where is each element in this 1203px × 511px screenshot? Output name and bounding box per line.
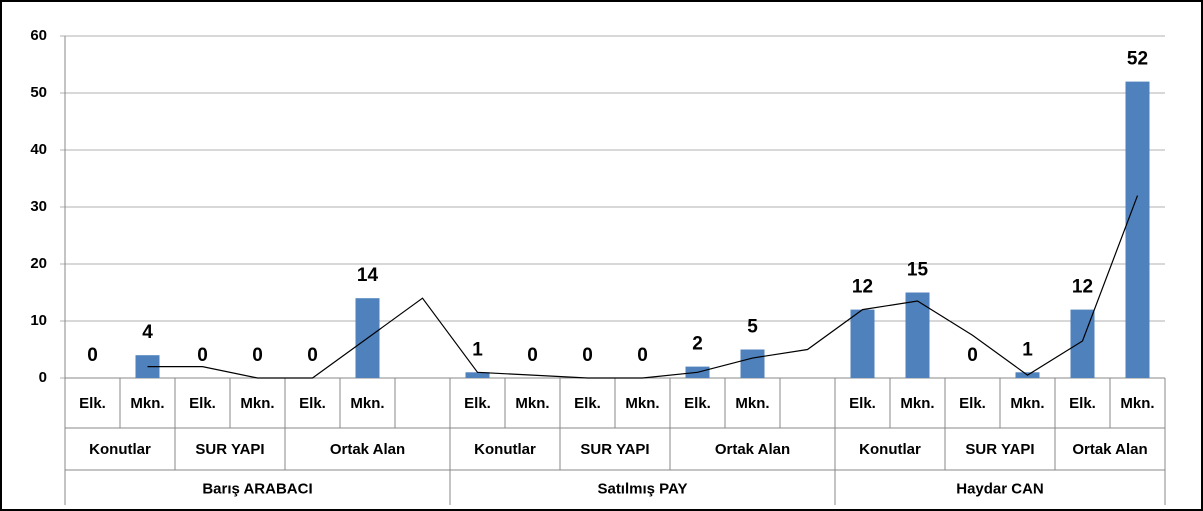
- y-tick-label: 50: [30, 84, 47, 101]
- x-tick-label: Elk.: [189, 395, 216, 412]
- x-tick-label: Mkn.: [1120, 395, 1154, 412]
- x-tick-label: Mkn.: [515, 395, 549, 412]
- bar: [740, 349, 765, 378]
- value-label: 0: [637, 345, 648, 366]
- subgroup-label: Konutlar: [89, 441, 151, 458]
- x-tick-label: Elk.: [79, 395, 106, 412]
- y-tick-label: 10: [30, 312, 47, 329]
- value-label: 1: [472, 339, 483, 360]
- trend-line: [147, 195, 1139, 379]
- x-tick-label: Elk.: [684, 395, 711, 412]
- subgroup-label: SUR YAPI: [195, 441, 264, 458]
- value-label: 14: [357, 265, 379, 286]
- value-label: 4: [142, 322, 153, 343]
- bar: [905, 292, 930, 378]
- value-label: 12: [852, 277, 873, 298]
- subgroup-label: Konutlar: [859, 441, 921, 458]
- subgroup-label: SUR YAPI: [965, 441, 1034, 458]
- x-tick-label: Mkn.: [240, 395, 274, 412]
- group-label: Haydar CAN: [956, 480, 1044, 497]
- x-tick-label: Mkn.: [1010, 395, 1044, 412]
- x-tick-label: Elk.: [299, 395, 326, 412]
- value-label: 2: [692, 334, 703, 355]
- value-label: 12: [1072, 277, 1093, 298]
- x-tick-label: Elk.: [464, 395, 491, 412]
- value-label: 5: [747, 317, 758, 338]
- value-label: 0: [967, 345, 978, 366]
- x-tick-label: Mkn.: [625, 395, 659, 412]
- x-tick-label: Elk.: [574, 395, 601, 412]
- x-tick-label: Mkn.: [350, 395, 384, 412]
- subgroup-label: Ortak Alan: [715, 441, 790, 458]
- y-tick-label: 30: [30, 198, 47, 215]
- value-label: 52: [1127, 49, 1148, 70]
- value-label: 0: [527, 345, 538, 366]
- group-label: Satılmış PAY: [597, 480, 687, 497]
- x-tick-label: Mkn.: [735, 395, 769, 412]
- value-label: 1: [1022, 339, 1033, 360]
- bar: [465, 372, 490, 378]
- y-tick-label: 20: [30, 255, 47, 272]
- value-label: 0: [197, 345, 208, 366]
- y-tick-label: 60: [30, 27, 47, 44]
- value-label: 0: [307, 345, 318, 366]
- subgroup-label: Ortak Alan: [330, 441, 405, 458]
- subgroup-label: SUR YAPI: [580, 441, 649, 458]
- value-label: 0: [582, 345, 593, 366]
- x-tick-label: Mkn.: [130, 395, 164, 412]
- value-label: 15: [907, 260, 929, 281]
- y-tick-label: 40: [30, 141, 47, 158]
- y-tick-label: 0: [39, 369, 47, 386]
- x-tick-label: Elk.: [849, 395, 876, 412]
- subgroup-label: Ortak Alan: [1072, 441, 1147, 458]
- bar: [1125, 81, 1150, 378]
- x-tick-label: Elk.: [959, 395, 986, 412]
- x-tick-label: Elk.: [1069, 395, 1096, 412]
- value-label: 0: [87, 345, 98, 366]
- group-label: Barış ARABACI: [202, 480, 312, 497]
- subgroup-label: Konutlar: [474, 441, 536, 458]
- value-label: 0: [252, 345, 263, 366]
- x-tick-label: Mkn.: [900, 395, 934, 412]
- bar: [850, 309, 875, 378]
